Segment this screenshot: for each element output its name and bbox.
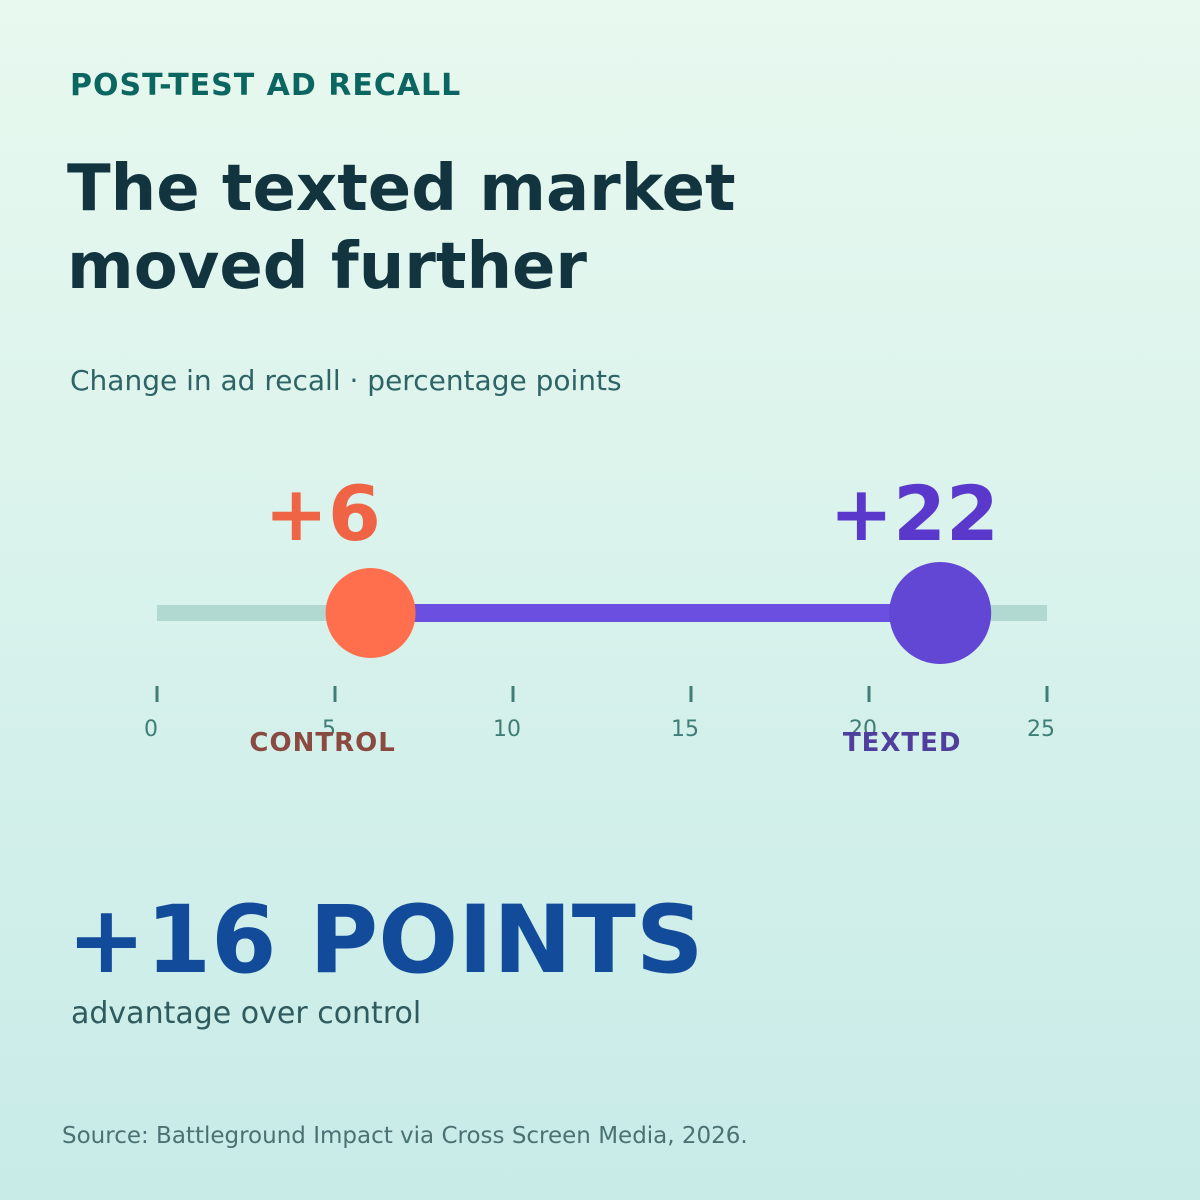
tick-label: 5 — [322, 717, 336, 742]
source-note: Source: Battleground Impact via Cross Sc… — [62, 1123, 748, 1149]
chart-subtitle: Change in ad recall · percentage points — [70, 364, 622, 397]
control-value-label: +6 — [264, 469, 381, 558]
title-line: The texted market — [67, 152, 736, 226]
control-series-label: CONTROL — [249, 728, 395, 758]
dumbbell-chart: 0 5 10 15 20 25 +6 CONTROL +22 TEXTED — [144, 469, 1055, 758]
tick-label: 10 — [493, 717, 521, 742]
texted-series-label: TEXTED — [843, 728, 962, 758]
tick-label: 20 — [849, 717, 877, 742]
tick-label: 15 — [671, 717, 699, 742]
control-point — [325, 568, 416, 658]
tick-label: 25 — [1027, 717, 1055, 742]
texted-value-label: +22 — [829, 469, 998, 558]
tick-label: 0 — [144, 717, 158, 742]
highlight-caption: advantage over control — [71, 996, 422, 1031]
page-title: The texted market moved further — [67, 150, 967, 306]
kicker: POST-TEST AD RECALL — [70, 68, 462, 103]
title-line: moved further — [67, 230, 587, 304]
highlight-value: +16 POINTS — [67, 886, 704, 995]
texted-point — [889, 562, 992, 664]
